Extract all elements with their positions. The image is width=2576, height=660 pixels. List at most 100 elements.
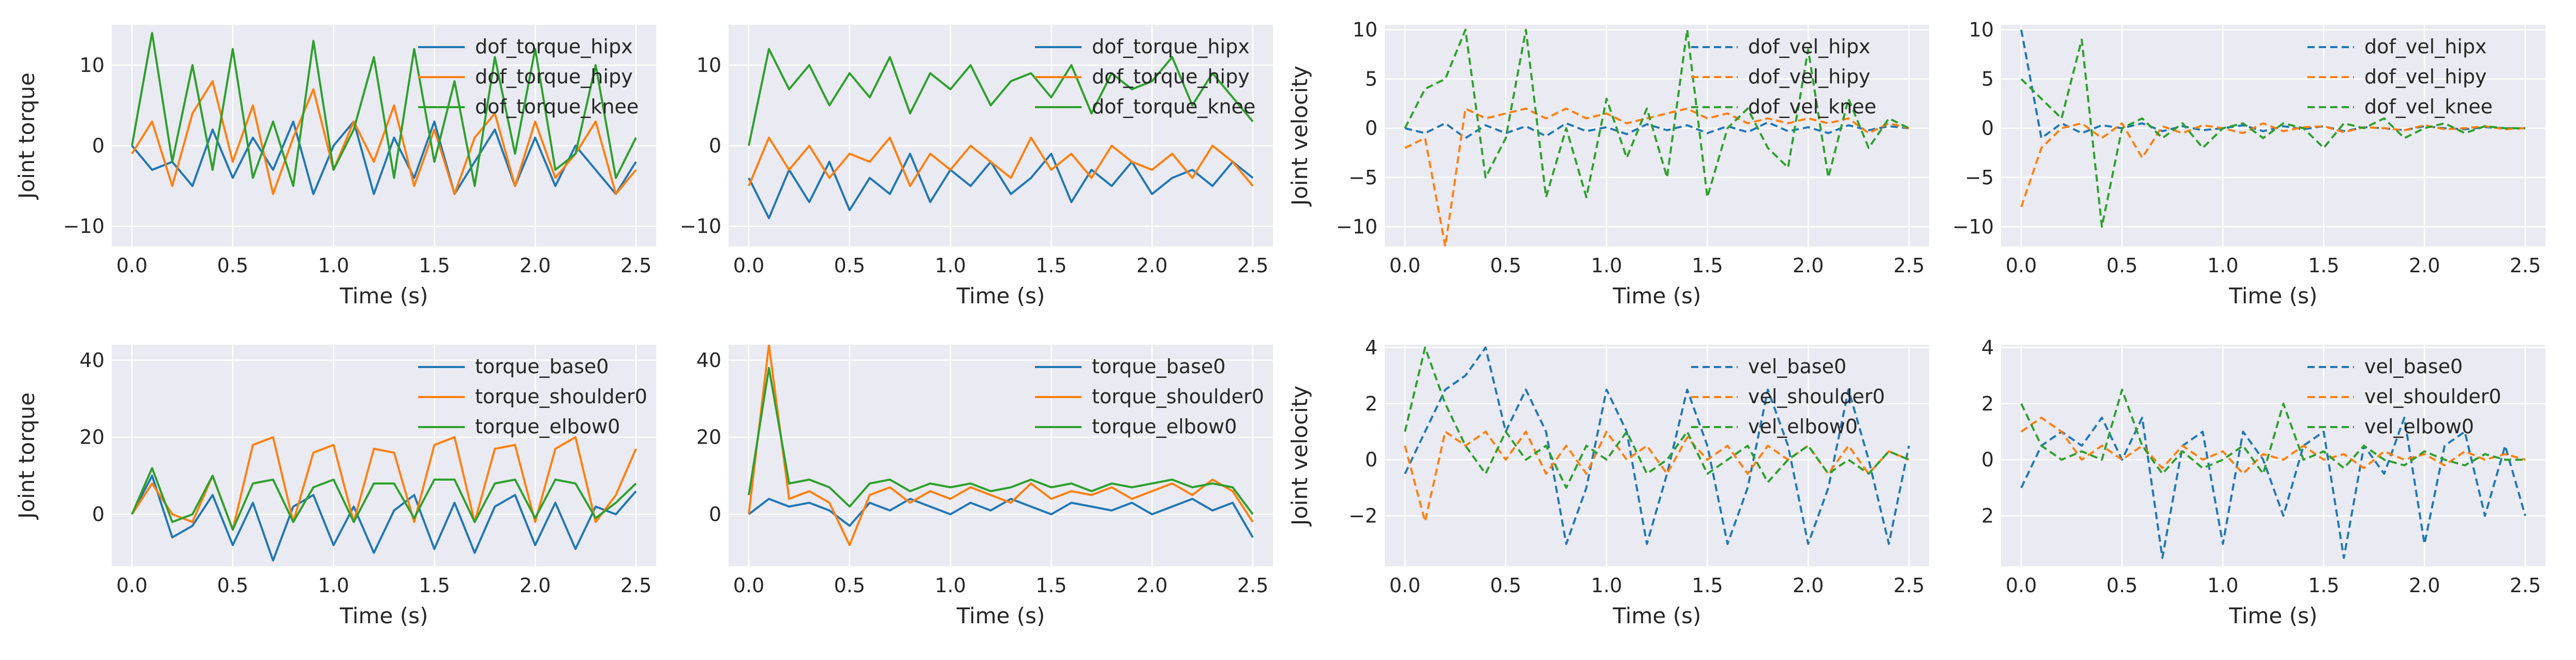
x-tick-label: 1.5 (419, 574, 450, 597)
legend-label: torque_base0 (475, 355, 609, 378)
legend-label: torque_base0 (1092, 355, 1225, 378)
y-tick-label: 20 (80, 426, 105, 449)
y-axis-label: Joint velocity (1287, 66, 1312, 207)
chart-panel-5: 0.0 0.5 1.0 1.5 2.0 2.5 40 20 0 Time (s) Joint tor… (14, 345, 656, 628)
x-tick-label: 2.0 (2409, 574, 2440, 597)
series-line-vel_elbow0 (1404, 346, 1909, 489)
series-line-dof_vel_knee (1404, 28, 1909, 198)
x-tick-label: 2.5 (1893, 254, 1924, 277)
x-tick-label: 1.0 (318, 254, 349, 277)
series-line-vel_base0 (1404, 346, 1910, 545)
x-tick-label: 0.5 (1490, 254, 1521, 277)
y-tick-label: −5 (1965, 166, 1994, 189)
y-tick-label: 4 (1981, 336, 1994, 359)
x-axis-label: Time (s) (956, 283, 1045, 309)
x-tick-label: 1.5 (1692, 574, 1723, 597)
series-line-dof_vel_hipy (1404, 107, 1909, 246)
x-tick-label: 0.0 (116, 254, 147, 277)
series-line-dof_torque_knee (748, 48, 1254, 146)
series-line-vel_shoulder0 (2020, 416, 2526, 475)
x-tick-label: 1.0 (1591, 574, 1622, 597)
chart-panel-1: 0.0 0.5 1.0 1.5 2.0 2.5 10 0 −10 Time (s) Joint to… (14, 25, 656, 309)
y-tick-label: 0 (92, 503, 105, 526)
x-tick-label: 2.0 (1793, 254, 1824, 277)
plot-area (729, 345, 1273, 566)
legend-label: dof_torque_hipy (1092, 65, 1250, 88)
y-tick-label: −10 (63, 215, 105, 238)
legend-label: vel_base0 (2364, 355, 2463, 378)
x-axis-label: Time (s) (339, 603, 428, 628)
y-tick-label: 0 (1365, 448, 1378, 471)
series-line-torque_elbow0 (748, 366, 1254, 515)
x-tick-label: 2.5 (2510, 254, 2541, 277)
series-line-torque_elbow0 (131, 467, 637, 531)
legend-label: torque_elbow0 (1092, 415, 1237, 438)
legend-label: vel_shoulder0 (2364, 385, 2501, 408)
y-tick-label: 5 (1981, 68, 1994, 91)
x-tick-label: 0.5 (217, 254, 248, 277)
x-tick-label: 0.5 (834, 254, 865, 277)
series-line-dof_torque_hipy (131, 80, 637, 195)
x-axis-label: Time (s) (1612, 283, 1701, 309)
y-tick-label: 0 (709, 503, 721, 526)
y-axis-label: Joint velocity (1287, 386, 1312, 527)
legend-label: vel_elbow0 (1748, 415, 1858, 438)
legend-label: dof_vel_hipx (1748, 35, 1870, 58)
x-tick-label: 0.0 (2006, 254, 2037, 277)
x-tick-label: 0.5 (217, 574, 248, 597)
x-tick-label: 1.5 (2308, 254, 2339, 277)
y-tick-label: 2 (1981, 392, 1994, 415)
x-axis-label: Time (s) (1612, 603, 1701, 628)
series-line-torque_base0 (131, 475, 637, 562)
chart-panel-2: 0.0 0.5 1.0 1.5 2.0 2.5 10 0 −10 Time (s) dof_torq… (680, 25, 1273, 309)
x-tick-label: 0.5 (2107, 254, 2138, 277)
y-tick-label: 20 (697, 426, 721, 449)
x-axis-label: Time (s) (339, 283, 428, 309)
y-tick-label: 40 (80, 349, 105, 372)
series-line-dof_torque_hipx (131, 120, 637, 195)
y-tick-label: 0 (92, 134, 105, 157)
y-tick-label: 0 (1981, 117, 1994, 140)
series-line-dof_torque_hipy (748, 136, 1254, 187)
x-axis-label: Time (s) (956, 603, 1045, 628)
x-tick-label: 1.0 (935, 574, 966, 597)
series-line-vel_elbow0 (2020, 388, 2525, 475)
y-tick-label: 0 (1981, 448, 1994, 471)
series-line-dof_vel_hipx (1404, 121, 1909, 139)
y-axis-label: Joint torque (14, 72, 39, 200)
y-tick-label: 2 (1981, 504, 1994, 527)
series-line-torque_base0 (748, 497, 1254, 538)
y-tick-label: −2 (1349, 504, 1378, 527)
legend-label: dof_torque_knee (475, 95, 639, 118)
series-line-dof_torque_hipx (748, 153, 1254, 219)
x-axis-label: Time (s) (2229, 283, 2318, 309)
y-axis-label: Joint torque (14, 392, 39, 520)
chart-panel-7: 0.0 0.5 1.0 1.5 2.0 2.5 4 2 0 −2 Time (s) Joint vel… (1287, 336, 1929, 628)
plot-area (1385, 345, 1929, 566)
x-tick-label: 2.0 (520, 574, 551, 597)
legend-label: dof_torque_hipx (475, 35, 633, 58)
plot-area (2001, 25, 2545, 246)
series-line-dof_vel_knee (2020, 38, 2525, 228)
x-tick-label: 1.0 (2207, 254, 2238, 277)
x-tick-label: 2.0 (1136, 254, 1167, 277)
x-tick-label: 0.0 (1389, 574, 1420, 597)
chart-panel-8: 0.0 0.5 1.0 1.5 2.0 2.5 4 2 0 2 Time (s) vel_base0v… (1981, 336, 2545, 628)
x-tick-label: 0.0 (733, 254, 764, 277)
x-tick-label: 1.5 (1692, 254, 1723, 277)
y-tick-label: 10 (80, 54, 105, 77)
series-line-dof_torque_knee (131, 32, 637, 187)
x-tick-label: 1.5 (1035, 574, 1067, 597)
x-tick-label: 0.0 (733, 574, 764, 597)
x-tick-label: 2.0 (2409, 254, 2440, 277)
y-tick-label: 0 (1365, 117, 1378, 140)
legend-label: vel_elbow0 (2364, 415, 2474, 438)
legend-label: dof_vel_hipy (2364, 65, 2486, 88)
x-tick-label: 0.5 (834, 574, 865, 597)
legend-label: dof_torque_knee (1092, 95, 1255, 118)
x-tick-label: 1.0 (2207, 574, 2238, 597)
chart-panel-6: 0.0 0.5 1.0 1.5 2.0 2.5 40 20 0 Time (s) torque_ba… (697, 345, 1273, 628)
y-tick-label: −10 (1952, 215, 1994, 238)
y-tick-label: 10 (1353, 19, 1378, 41)
